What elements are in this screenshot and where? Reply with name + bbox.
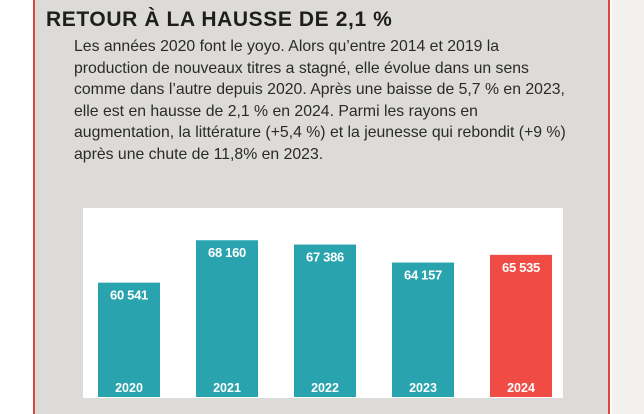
category-label-2023: 2023: [409, 381, 437, 395]
category-label-2024: 2024: [507, 381, 535, 395]
value-label-2024: 65 535: [502, 260, 540, 275]
value-label-2023: 64 157: [404, 268, 442, 283]
value-label-2022: 67 386: [306, 250, 344, 265]
value-label-2021: 68 160: [208, 245, 246, 260]
bar-2022: [294, 244, 356, 397]
bar-chart: 60 541 2020 68 160 2021 67 386 2022 64 157 2023…: [98, 240, 552, 397]
right-margin: [612, 0, 644, 414]
bar-2024: [490, 254, 552, 397]
bar-chart-container: 60 541 2020 68 160 2021 67 386 2022 64 157 2023…: [83, 208, 563, 398]
bar-2023: [392, 262, 454, 397]
bar-2020: [98, 282, 160, 397]
value-label-2020: 60 541: [110, 288, 148, 303]
category-label-2020: 2020: [115, 381, 143, 395]
article-headline: RETOUR À LA HAUSSE DE 2,1 %: [46, 8, 393, 31]
category-label-2022: 2022: [311, 381, 339, 395]
article-body: Les années 2020 font le yoyo. Alors qu’e…: [74, 38, 566, 163]
bar-2021: [196, 240, 258, 397]
category-label-2021: 2021: [213, 381, 241, 395]
